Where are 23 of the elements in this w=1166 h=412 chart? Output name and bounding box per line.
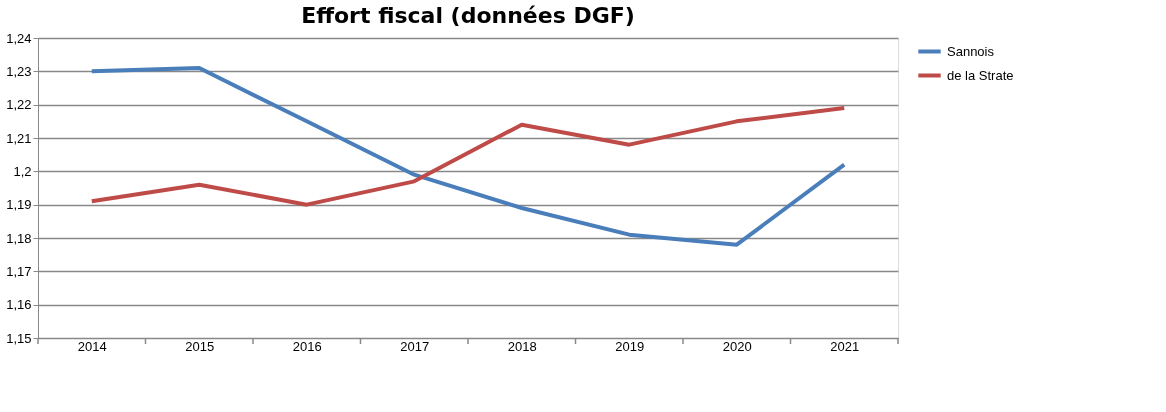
y-tick-label: 1,24 [6,30,32,46]
x-tick-label: 2021 [830,338,860,354]
x-tick-label: 2014 [77,338,107,354]
y-tick-label: 1,17 [6,263,32,279]
y-tick-label: 1,21 [6,130,32,146]
x-tick-label: 2019 [615,338,645,354]
legend-label: Sannois [947,43,995,59]
y-tick-label: 1,15 [6,330,32,346]
x-tick-label: 2018 [507,338,537,354]
x-tick-label: 2016 [292,338,322,354]
y-tick-label: 1,18 [6,230,32,246]
line-series [89,66,847,247]
x-tick-label: 2015 [185,338,215,354]
y-tick-label: 1,19 [6,197,32,213]
chart-title: Effort fiscal (données DGF) [301,3,635,28]
y-tick-label: 1,23 [6,63,32,79]
y-tick-label: 1,2 [13,163,32,179]
y-tick-label: 1,16 [6,297,32,313]
x-tick-label: 2017 [400,338,430,354]
legend-label: de la Strate [947,67,1014,83]
y-tick-label: 1,22 [6,97,32,113]
line-series [89,106,847,207]
x-tick-label: 2020 [722,338,752,354]
